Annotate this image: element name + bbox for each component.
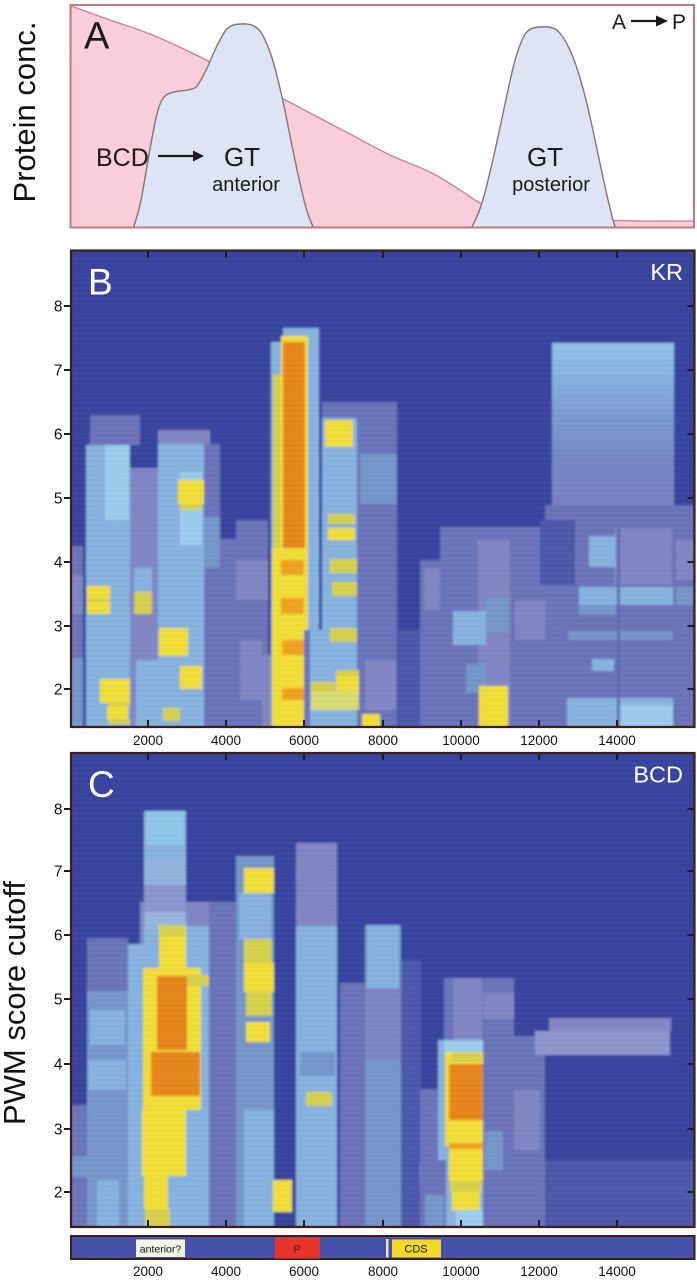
svg-text:anterior?: anterior? xyxy=(140,1244,182,1256)
svg-text:6: 6 xyxy=(54,427,63,444)
svg-text:2: 2 xyxy=(54,682,63,699)
svg-text:8: 8 xyxy=(54,802,63,819)
svg-text:P: P xyxy=(293,1244,300,1256)
svg-text:C: C xyxy=(88,764,115,805)
svg-text:12000: 12000 xyxy=(520,733,558,748)
svg-text:4: 4 xyxy=(54,1057,63,1074)
svg-text:10000: 10000 xyxy=(442,733,480,748)
svg-text:PWM score cutoff: PWM score cutoff xyxy=(0,881,32,1125)
svg-text:6000: 6000 xyxy=(289,1264,319,1279)
svg-text:8000: 8000 xyxy=(368,733,398,748)
svg-text:2000: 2000 xyxy=(133,1264,163,1279)
svg-text:6000: 6000 xyxy=(289,733,319,748)
svg-text:P: P xyxy=(672,11,686,34)
svg-text:posterior: posterior xyxy=(512,174,590,196)
svg-text:GT: GT xyxy=(527,142,563,172)
svg-text:4: 4 xyxy=(54,555,63,572)
svg-text:A: A xyxy=(84,16,110,58)
svg-text:7: 7 xyxy=(54,864,63,881)
svg-text:2000: 2000 xyxy=(133,733,163,748)
svg-text:2: 2 xyxy=(54,1185,63,1202)
svg-text:12000: 12000 xyxy=(520,1264,558,1279)
svg-text:B: B xyxy=(88,262,113,303)
svg-text:3: 3 xyxy=(54,1122,63,1139)
svg-text:A: A xyxy=(612,11,626,34)
svg-text:KR: KR xyxy=(650,259,683,285)
svg-text:5: 5 xyxy=(54,992,63,1009)
svg-text:Protein conc.: Protein conc. xyxy=(7,22,42,203)
svg-text:8000: 8000 xyxy=(368,1264,398,1279)
svg-text:GT: GT xyxy=(224,142,260,172)
svg-text:14000: 14000 xyxy=(598,733,636,748)
svg-text:10000: 10000 xyxy=(442,1264,480,1279)
svg-text:BCD: BCD xyxy=(96,144,149,172)
svg-text:3: 3 xyxy=(54,619,63,636)
svg-text:7: 7 xyxy=(54,363,63,380)
svg-text:14000: 14000 xyxy=(598,1264,636,1279)
svg-text:6: 6 xyxy=(54,928,63,945)
svg-text:CDS: CDS xyxy=(404,1244,427,1256)
svg-text:5: 5 xyxy=(54,491,63,508)
svg-text:8: 8 xyxy=(54,299,63,316)
svg-text:BCD: BCD xyxy=(633,762,683,788)
svg-text:4000: 4000 xyxy=(211,733,241,748)
svg-text:anterior: anterior xyxy=(212,174,280,196)
svg-text:4000: 4000 xyxy=(211,1264,241,1279)
